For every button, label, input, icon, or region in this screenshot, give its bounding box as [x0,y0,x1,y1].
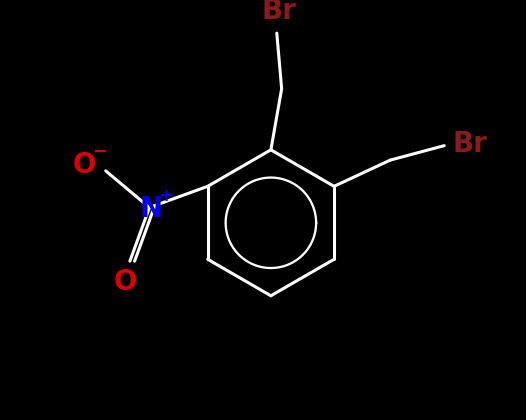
Text: Br: Br [261,0,296,26]
Text: Br: Br [452,130,487,158]
Text: N: N [140,195,163,223]
Text: −: − [92,143,107,161]
Text: +: + [158,187,173,205]
Text: O: O [114,268,137,296]
Text: O: O [72,151,96,179]
